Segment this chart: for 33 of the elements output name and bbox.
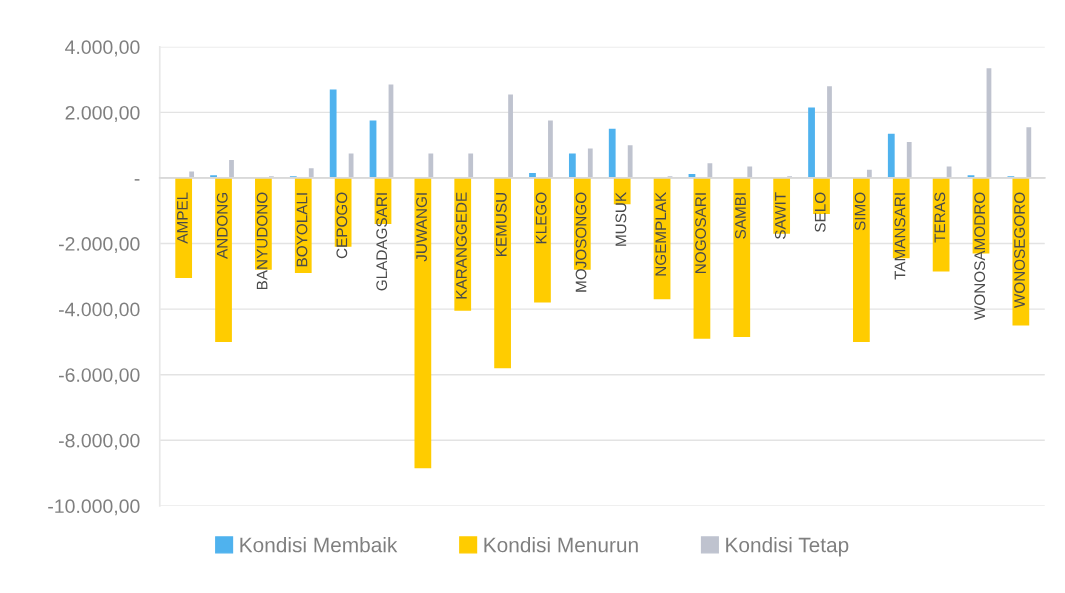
y-tick-label: -8.000,00 [59, 433, 140, 450]
x-tick-label: WONOSAMODRO [974, 192, 986, 320]
y-tick-label: -10.000,00 [48, 499, 140, 516]
legend-label: Kondisi Tetap [726, 537, 849, 557]
x-tick-label: CEPOGO [336, 192, 348, 259]
legend-label: Kondisi Membaik [240, 537, 398, 553]
x-tick-label: NOGOSARI [695, 193, 707, 273]
x-tick-label: BOYOLALI [296, 193, 308, 267]
y-tick-label: - [134, 179, 140, 181]
x-tick-label: AMPEL [177, 192, 188, 244]
x-tick-label: GLADAGSARI [376, 193, 388, 291]
legend-label: Kondisi Menurun [484, 537, 638, 553]
y-tick-label: 4.000,00 [65, 40, 140, 57]
x-tick-label: KEMUSU [495, 193, 507, 256]
x-tick-label: NGEMPLAK [655, 192, 667, 276]
x-tick-label: SELO [814, 192, 826, 232]
x-tick-label: KLEGO [535, 192, 547, 244]
y-tick-label: -4.000,00 [59, 302, 140, 319]
y-tick-label: 2.000,00 [65, 105, 140, 122]
y-tick-label: -6.000,00 [59, 368, 140, 385]
y-tick-label: -2.000,00 [59, 237, 140, 254]
x-tick-label: SAWIT [774, 192, 786, 239]
x-tick-label: MOJOSONGO [575, 192, 587, 292]
x-tick-label: KARANGGEDE [456, 192, 467, 299]
x-tick-label: TERAS [934, 192, 946, 243]
x-tick-label: TAMANSARI [894, 193, 906, 280]
x-tick-label: WONOSEGORO [1014, 192, 1025, 309]
x-tick-label: BANYUDONO [256, 192, 268, 290]
x-tick-label: MUSUK [615, 192, 627, 246]
x-tick-label: ANDONG [216, 193, 228, 259]
x-tick-label: JUWANGI [416, 193, 427, 262]
x-tick-label: SAMBI [735, 193, 746, 239]
x-tick-label: SIMO [854, 192, 866, 231]
